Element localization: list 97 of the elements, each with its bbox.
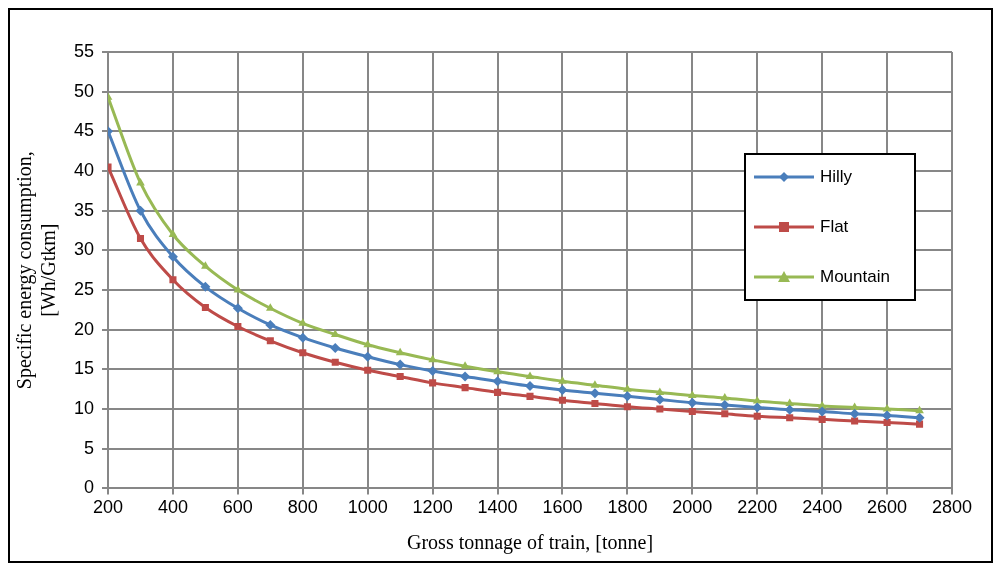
y-tick-label: 15 [73, 358, 95, 379]
y-axis-title: Specific energy consumption, [Wh/Gtkm] [13, 151, 60, 390]
point [297, 332, 308, 343]
point [299, 349, 307, 357]
legend-label: Mountain [820, 267, 890, 287]
x-tick-label: 1400 [477, 497, 518, 518]
y-tick-label: 35 [73, 199, 95, 220]
point [167, 251, 178, 262]
y-tick-label: 20 [73, 318, 95, 339]
legend-label: Hilly [820, 167, 853, 187]
point [721, 410, 729, 418]
point [720, 392, 730, 401]
point [915, 405, 924, 414]
point [590, 380, 600, 388]
x-tick-label: 600 [222, 497, 253, 518]
x-axis-title: Gross tonnage of train, [tonne] [406, 531, 654, 555]
point [363, 339, 373, 348]
point [427, 365, 438, 376]
point [266, 303, 275, 311]
y-tick-label: 0 [84, 477, 95, 498]
point [687, 390, 697, 399]
point [234, 323, 242, 331]
point [656, 405, 664, 413]
point [135, 205, 146, 216]
point [654, 394, 665, 405]
point [429, 379, 437, 387]
point [818, 415, 826, 423]
y-tick-label: 10 [73, 398, 95, 419]
point [331, 358, 339, 366]
point [849, 408, 860, 419]
point [362, 351, 373, 362]
y-tick-label: 50 [73, 80, 95, 101]
point [265, 319, 276, 330]
point [655, 387, 665, 395]
x-tick-label: 1000 [347, 497, 388, 518]
point [623, 384, 632, 392]
point [460, 371, 471, 382]
point [395, 359, 406, 370]
point [623, 403, 631, 411]
y-tick-label: 30 [73, 239, 95, 260]
point [136, 177, 145, 186]
x-tick-label: 200 [93, 497, 124, 518]
x-tick-label: 400 [157, 497, 188, 518]
point [558, 396, 567, 404]
point [330, 342, 341, 353]
point [851, 417, 859, 425]
point [526, 392, 534, 400]
legend-label: Flat [820, 217, 849, 237]
point [461, 384, 469, 392]
point [525, 371, 535, 380]
point [752, 402, 763, 413]
point [687, 397, 698, 408]
y-tick-label: 40 [73, 159, 95, 180]
point [494, 388, 502, 396]
point [201, 303, 209, 312]
y-tick-label: 45 [73, 120, 95, 141]
point [136, 234, 145, 242]
point [428, 354, 437, 363]
x-tick-label: 1200 [412, 497, 453, 518]
x-tick-label: 2800 [931, 497, 973, 518]
point [232, 303, 243, 314]
point [882, 410, 893, 421]
point [460, 361, 470, 369]
point [396, 372, 404, 381]
point [364, 366, 372, 374]
point [753, 412, 761, 420]
point [395, 347, 405, 356]
y-tick-label: 5 [84, 437, 95, 458]
y-tick-label: 25 [73, 279, 95, 300]
point [589, 388, 600, 399]
point [882, 404, 892, 412]
point [558, 376, 567, 384]
point [200, 281, 211, 292]
point [688, 407, 696, 415]
x-tick-label: 2600 [867, 497, 908, 518]
x-tick-label: 1600 [542, 497, 583, 518]
point [168, 229, 178, 237]
point [201, 261, 210, 269]
point [752, 396, 762, 404]
point [266, 337, 274, 345]
point [785, 398, 795, 406]
y-tick-label: 55 [73, 40, 95, 61]
x-tick-label: 2200 [737, 497, 778, 518]
x-tick-label: 2400 [802, 497, 843, 518]
point [557, 385, 568, 396]
point [786, 414, 794, 422]
x-tick-label: 800 [287, 497, 318, 518]
x-tick-label: 2000 [672, 497, 713, 518]
point [493, 366, 502, 375]
point [622, 391, 633, 402]
point [883, 419, 891, 427]
point [492, 376, 503, 387]
point [169, 276, 177, 284]
point [817, 406, 828, 417]
point [850, 402, 859, 410]
x-tick-label: 1800 [607, 497, 648, 518]
point [591, 399, 599, 408]
